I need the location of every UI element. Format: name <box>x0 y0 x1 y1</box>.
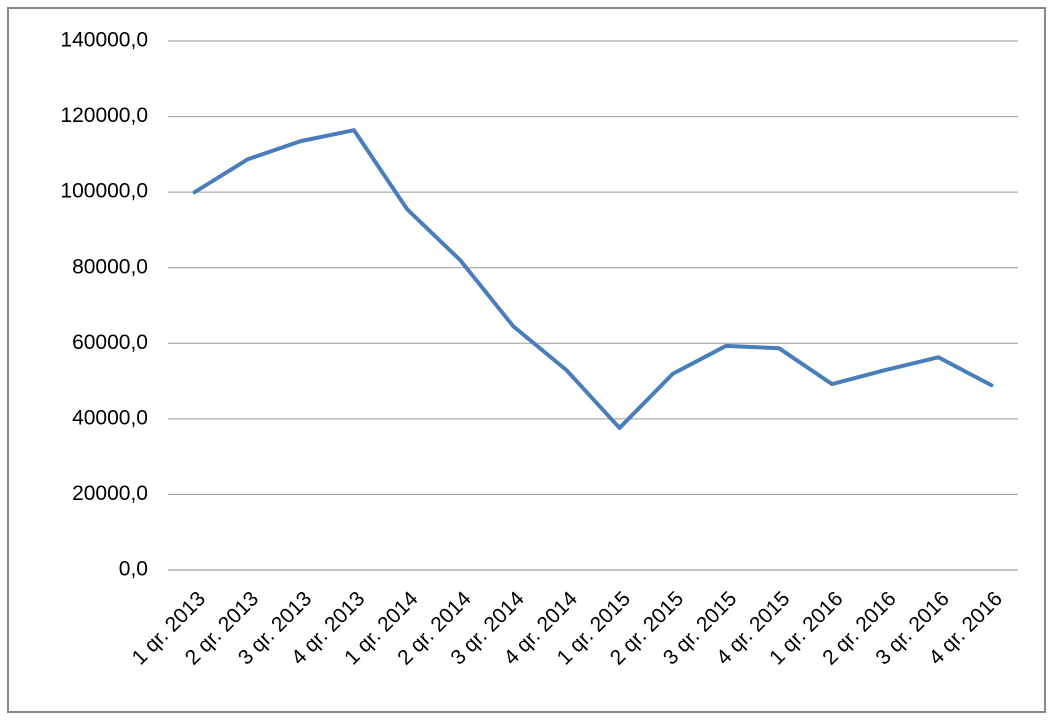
y-tick-label: 120000,0 <box>60 104 148 127</box>
y-tick-label: 60000,0 <box>72 331 148 354</box>
y-tick-label: 100000,0 <box>60 180 148 203</box>
y-tick-label: 140000,0 <box>60 29 148 52</box>
data-line <box>192 128 994 430</box>
y-tick-label: 40000,0 <box>72 406 148 429</box>
y-tick-label: 80000,0 <box>72 255 148 278</box>
y-tick-label: 0,0 <box>119 558 148 581</box>
y-tick-label: 20000,0 <box>72 482 148 505</box>
chart-frame <box>7 7 1046 713</box>
